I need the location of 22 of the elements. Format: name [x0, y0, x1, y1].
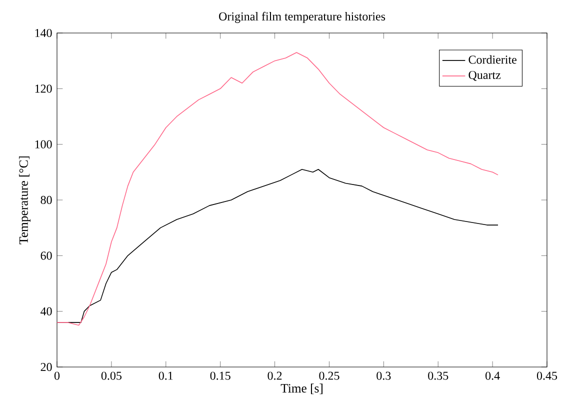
chart-title: Original film temperature histories [219, 12, 386, 23]
legend-label: Quartz [468, 70, 501, 81]
y-tick-label: 20 [40, 362, 52, 372]
y-tick-label: 140 [35, 28, 52, 38]
legend-label: Cordierite [468, 55, 516, 64]
y-tick-label: 60 [40, 252, 52, 260]
y-tick-label: 80 [40, 196, 52, 204]
x-tick-label: 0.1 [158, 372, 173, 380]
x-tick-label: 0.2 [268, 372, 282, 380]
x-tick-label: 0.3 [376, 372, 391, 380]
y-tick-label: 40 [40, 307, 52, 316]
x-tick-label: 0.45 [536, 372, 558, 380]
y-tick-label: 120 [35, 84, 52, 93]
x-tick-label: 0.05 [101, 372, 122, 380]
y-axis-title: Temperature [°C] [18, 156, 30, 244]
x-tick-label: 0 [54, 372, 60, 380]
x-tick-label: 0.25 [319, 372, 340, 380]
y-tick-label: 100 [35, 140, 52, 148]
x-tick-label: 0.4 [486, 372, 500, 380]
x-axis-title: Time [s] [280, 384, 322, 394]
x-tick-label: 0.35 [428, 372, 448, 380]
x-tick-label: 0.15 [210, 372, 230, 380]
